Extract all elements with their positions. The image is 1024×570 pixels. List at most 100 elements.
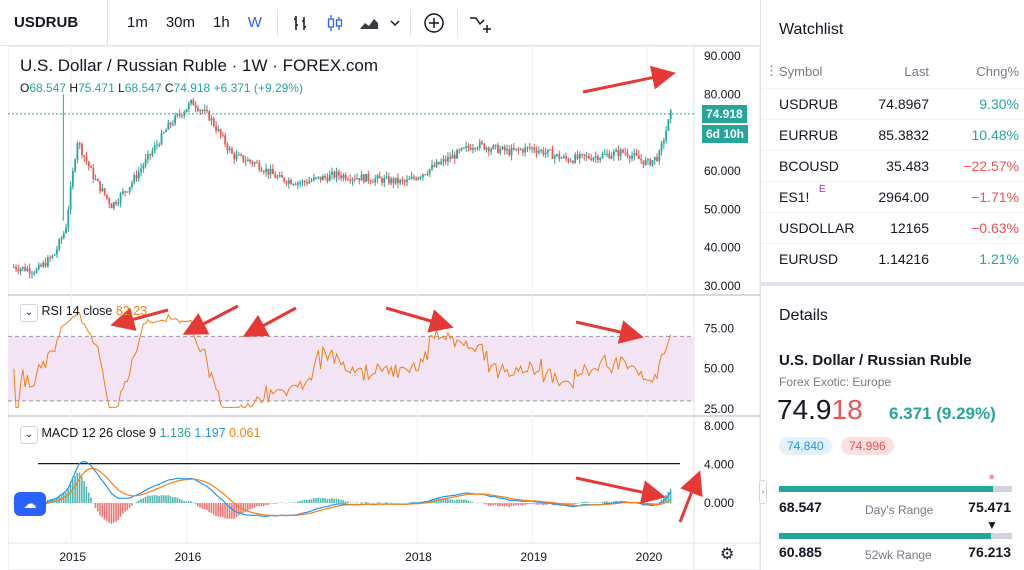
chevron-down-icon[interactable]	[386, 0, 404, 46]
candle-body	[619, 149, 622, 157]
collapse-rsi-icon[interactable]: ⌄	[20, 304, 38, 322]
macd-histogram-bar	[312, 498, 315, 503]
header-symbol[interactable]: Symbol	[779, 64, 823, 79]
macd-histogram-bar	[322, 497, 324, 503]
candle-body	[569, 161, 572, 163]
candle-body	[524, 147, 527, 153]
candles-style-icon[interactable]	[318, 0, 352, 46]
macd-histogram-bar	[83, 481, 85, 503]
macd-histogram-bar	[58, 495, 60, 503]
macd-histogram-bar	[497, 503, 499, 507]
candle-body	[156, 144, 158, 146]
candle-body	[326, 177, 329, 181]
candle-body	[181, 115, 183, 117]
candle-body	[287, 180, 290, 184]
candle-body	[424, 174, 427, 176]
right-panel: Watchlist ⋮ Symbol Last Chng% USDRUB 74.8…	[759, 0, 1024, 570]
candle-body	[460, 147, 463, 151]
macd-histogram-bar	[237, 503, 240, 516]
area-style-icon[interactable]	[352, 0, 386, 46]
candle-body	[435, 161, 438, 167]
candle-body	[208, 111, 211, 121]
macd-histogram-bar	[256, 503, 258, 507]
interval-1h-button[interactable]: 1h	[213, 13, 230, 31]
macd-histogram-bar	[108, 503, 110, 523]
watchlist-row[interactable]: BCOUSD 35.483 −22.57%	[761, 150, 1024, 181]
candle-body	[349, 179, 352, 181]
macd-histogram-bar	[451, 499, 454, 503]
candle-body	[158, 144, 161, 146]
header-change[interactable]: Chng%	[976, 64, 1019, 79]
macd-histogram-bar	[465, 499, 467, 503]
candle-body	[176, 114, 179, 116]
header-last[interactable]: Last	[904, 64, 929, 79]
macd-histogram-bar	[126, 503, 129, 510]
days-range-fill	[779, 486, 994, 492]
macd-histogram-bar	[128, 503, 131, 508]
macd-histogram-bar	[310, 499, 313, 503]
candle-body	[260, 169, 263, 172]
candle-body	[206, 109, 208, 112]
candle-body	[294, 184, 297, 186]
interval-w-button[interactable]: W	[247, 13, 262, 31]
candle-body	[58, 239, 61, 250]
ohlc-legend: O68.547 H75.471 L68.547 C74.918 +6.371 (…	[20, 81, 303, 95]
chart-area[interactable]: 90.00080.00070.00060.00050.00040.00030.0…	[8, 46, 760, 570]
candle-body	[51, 255, 54, 258]
candle-body	[408, 178, 411, 180]
macd-histogram-bar	[56, 497, 58, 503]
chart-canvas[interactable]: 90.00080.00070.00060.00050.00040.00030.0…	[8, 46, 760, 570]
candle-body	[333, 171, 336, 178]
macd-histogram-bar	[508, 503, 511, 508]
watchlist-row[interactable]: ES1! E 2964.00 −1.71%	[761, 181, 1024, 212]
candle-body	[360, 174, 363, 181]
candle-body	[160, 133, 163, 145]
last-price: 74.918	[777, 394, 863, 426]
macd-histogram-bar	[569, 503, 572, 506]
macd-histogram-bar	[112, 503, 115, 523]
rsi-label: RSI 14 close	[41, 304, 113, 318]
tradingview-logo[interactable]: ☁	[14, 492, 46, 516]
add-compare-icon[interactable]	[417, 0, 451, 46]
watchlist-row[interactable]: EURRUB 85.3832 10.48%	[761, 119, 1024, 150]
ohlc-open: 68.547	[29, 81, 67, 95]
rsi-tick-label: 75.00	[704, 321, 734, 335]
countdown-tag: 6d 10h	[702, 125, 749, 143]
signal-value: 1.197	[194, 426, 226, 440]
interval-30m-button[interactable]: 30m	[165, 13, 196, 31]
price-tick-label: 50.000	[704, 202, 741, 216]
macd-histogram-bar	[99, 503, 101, 516]
watchlist-row[interactable]: USDOLLAR 12165 −0.63%	[761, 212, 1024, 243]
price-tick-label: 90.000	[704, 49, 741, 63]
watchlist-row[interactable]: USDRUB 74.8967 9.30%	[761, 88, 1024, 119]
candle-body	[451, 154, 454, 159]
candle-body	[578, 153, 581, 159]
macd-histogram-bar	[385, 502, 388, 503]
symbol-search[interactable]: USDRUB	[0, 0, 108, 46]
macd-histogram-bar	[196, 503, 199, 507]
candle-body	[417, 177, 420, 180]
macd-histogram-bar	[185, 501, 188, 503]
candle-body	[324, 175, 327, 178]
candle-body	[24, 267, 27, 271]
bars-style-icon[interactable]	[284, 0, 318, 46]
collapse-panel-icon[interactable]: ›	[759, 480, 767, 504]
macd-histogram-bar	[517, 503, 520, 506]
watchlist-row[interactable]: EURUSD 1.14216 1.21%	[761, 243, 1024, 274]
candle-body	[624, 152, 627, 154]
candle-body	[667, 119, 670, 131]
candle-body	[499, 149, 502, 153]
macd-histogram-bar	[160, 495, 163, 503]
candle-body	[251, 161, 254, 164]
settings-gear-icon[interactable]: ⚙	[720, 546, 735, 563]
candle-body	[203, 109, 206, 111]
indicators-icon[interactable]	[464, 0, 498, 46]
collapse-macd-icon[interactable]: ⌄	[20, 426, 38, 444]
candle-body	[28, 268, 31, 274]
candle-body	[344, 174, 347, 180]
macd-histogram-bar	[151, 495, 154, 503]
week52-range-high: 76.213	[968, 544, 1011, 560]
interval-1m-button[interactable]: 1m	[127, 13, 148, 31]
candle-body	[437, 161, 440, 165]
drag-handle-icon[interactable]: ⋮	[765, 63, 778, 78]
